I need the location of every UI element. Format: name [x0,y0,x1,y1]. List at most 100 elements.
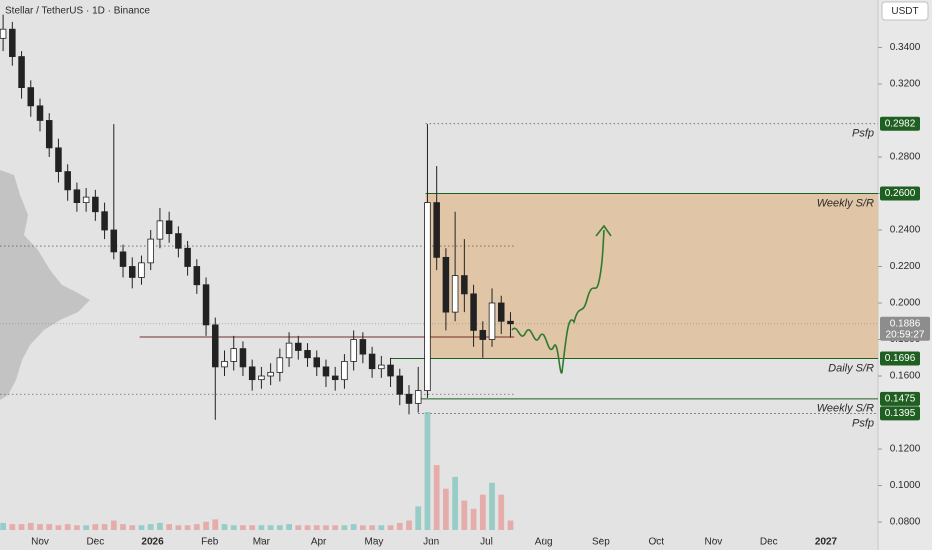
candle-body [507,320,514,325]
volume-bar [129,525,136,530]
level-price-label: 0.2600 [885,188,916,199]
level-price-label: 0.2982 [885,118,916,129]
volume-bar [433,465,440,530]
candle-body [92,196,99,213]
level-badge [880,116,920,131]
candle-body [451,275,459,313]
level-badge [880,406,920,421]
volume-bar [92,524,99,530]
candle-body [387,364,394,377]
candle-body [239,348,247,368]
volume-bar [83,525,89,530]
candle-body [36,105,44,121]
x-tick-label: Mar [253,537,271,548]
volume-bar [203,521,209,530]
x-tick-label: Jun [423,537,439,548]
y-tick-label: 0.2000 [890,298,921,309]
volume-bar [369,525,375,530]
candle-body [396,375,404,395]
volume-bar [304,525,311,530]
volume-bar [332,525,339,530]
volume-bar [341,525,348,530]
currency-badge[interactable] [881,1,929,21]
volume-bar [406,520,412,530]
candle-body [341,361,348,381]
candle-body [313,357,321,368]
candle-body [221,361,228,368]
volume-bar [101,524,108,530]
candle-body [295,342,302,351]
candle-body [73,189,81,204]
candle-body [267,371,274,377]
volume-bar [443,488,449,530]
volume-bar [396,522,403,530]
countdown-label: 20:59:27 [886,329,925,340]
volume-bar [479,494,486,530]
volume-bar [166,524,173,530]
volume-bar [157,522,163,530]
candle-body [359,339,367,355]
candle-body [45,120,53,149]
candle-body [9,28,16,57]
volume-bar [74,525,80,530]
volume-bar [212,519,219,530]
candle-body [18,56,25,89]
level-price-label: 0.1475 [885,393,916,404]
volume-bar [18,524,25,530]
volume-bar [110,520,117,530]
volume-profile [0,170,90,400]
candle-body [479,329,487,340]
volume-bar [138,525,145,530]
volume-bar [360,525,366,530]
candle-body [433,202,440,258]
level-badge [880,351,920,366]
level-note: Daily S/R [828,362,874,374]
candle-body [368,353,376,370]
currency-label[interactable]: USDT [891,6,918,17]
volume-bar [240,525,246,530]
candle-body [55,147,62,172]
x-tick-label: Aug [535,537,553,548]
candle-body [64,171,71,191]
candle-body [165,220,173,235]
volume-bar [175,525,182,530]
volume-bar [498,494,505,530]
y-tick-label: 0.3200 [890,79,921,90]
volume-bar [276,525,283,530]
level-note: Weekly S/R [817,403,874,415]
candle-body [27,87,35,107]
chart-title: Stellar / TetherUS · 1D · Binance [5,6,150,17]
level-note: Weekly S/R [817,197,874,209]
candle-body [322,366,330,377]
volume-bar [258,525,265,530]
y-tick-label: 0.3400 [890,42,921,53]
volume-bar [461,500,468,530]
volume-bar [295,525,302,530]
candle-body [101,211,108,231]
last-price-badge [880,316,930,341]
x-tick-label: Dec [86,537,104,548]
volume-bar [452,476,458,530]
x-tick-label: Feb [201,537,219,548]
candle-body [442,256,450,313]
level-note: Psfp [852,417,874,429]
candle-body [202,284,210,326]
volume-bar [37,524,43,530]
volume-bar [286,524,292,530]
y-tick-label: 0.2400 [890,225,921,236]
volume-bar [55,525,62,530]
candle-body [82,196,90,204]
candle-body [497,302,505,322]
volume-bar [64,524,71,530]
candle-body [248,366,256,381]
level-note: Psfp [852,128,874,140]
candle-body [470,293,477,331]
volume-bar [9,524,16,530]
x-tick-label: Apr [311,537,327,548]
x-tick-label: 2027 [815,537,838,548]
candle-body [461,275,468,295]
volume-bar [193,524,200,530]
volume-bar [323,525,329,530]
